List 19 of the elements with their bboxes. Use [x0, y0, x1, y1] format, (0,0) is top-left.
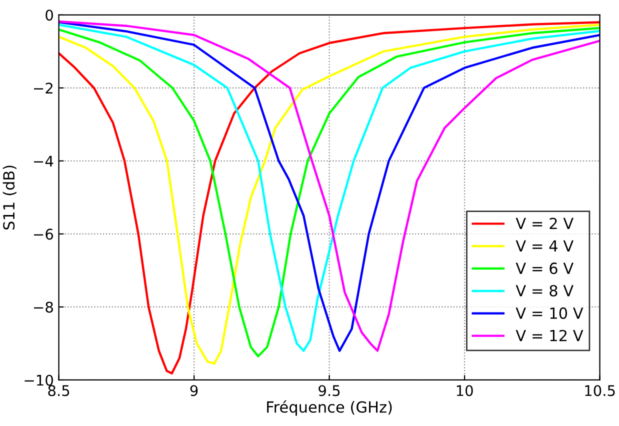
- legend-label: V = 2 V: [516, 218, 574, 230]
- y-tick-label: −4: [34, 156, 54, 166]
- x-tick-label: 10.5: [585, 385, 615, 396]
- y-axis-title: S11 (dB): [2, 166, 16, 230]
- legend-label: V = 6 V: [516, 262, 574, 274]
- legend-label: V = 4 V: [516, 240, 574, 252]
- y-tick-label: −2: [34, 82, 52, 94]
- x-tick-label: 9.5: [318, 385, 340, 396]
- x-axis-title: Fréquence (GHz): [267, 400, 392, 416]
- legend-label: V = 10 V: [516, 307, 584, 319]
- x-tick-label: 10: [456, 385, 473, 396]
- legend-label: V = 8 V: [516, 284, 574, 297]
- legend-label: V = 12 V: [516, 330, 584, 342]
- y-tick-label: −10: [24, 374, 53, 386]
- x-tick-label: 8.5: [48, 385, 70, 396]
- x-tick-label: 9: [190, 385, 198, 396]
- y-tick-label: 0: [46, 10, 53, 21]
- y-tick-label: −6: [34, 228, 54, 240]
- y-tick-label: −8: [34, 302, 53, 313]
